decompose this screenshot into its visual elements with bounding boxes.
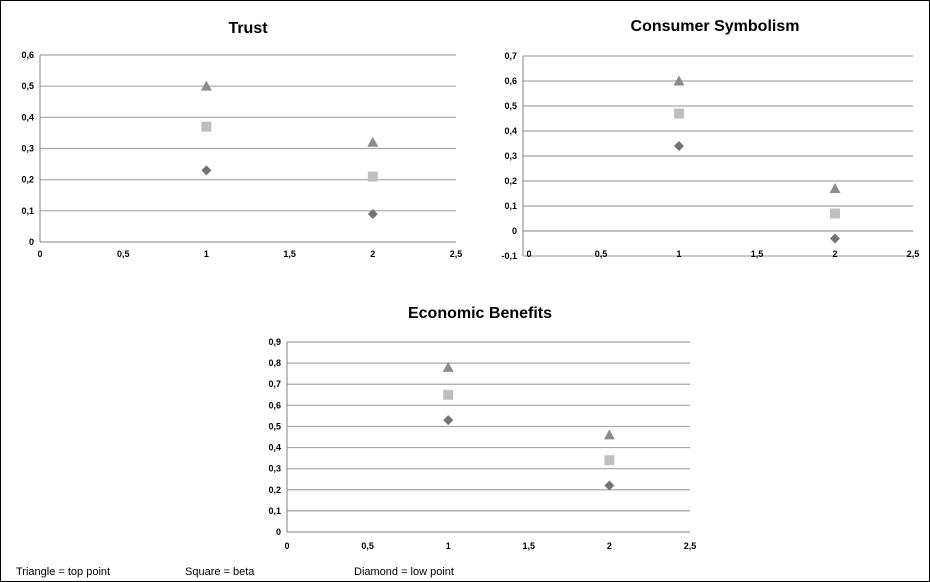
triangle-marker bbox=[673, 75, 685, 86]
y-tick-label: 0,3 bbox=[268, 464, 281, 474]
legend-square: Square = beta bbox=[185, 566, 255, 578]
y-tick-label: 0 bbox=[29, 237, 34, 247]
y-tick-label: 0,5 bbox=[268, 421, 281, 431]
x-tick-label: 0,5 bbox=[361, 541, 374, 551]
y-tick-label: 0,4 bbox=[268, 443, 281, 453]
chart-title: Trust bbox=[228, 20, 268, 37]
y-tick-label: 0,3 bbox=[21, 144, 34, 154]
chart-title: Economic Benefits bbox=[408, 305, 552, 322]
x-tick-label: 0 bbox=[37, 249, 42, 259]
y-tick-label: 0,5 bbox=[504, 101, 517, 111]
diamond-marker bbox=[201, 165, 212, 176]
y-tick-label: 0,7 bbox=[268, 379, 281, 389]
x-tick-label: 1 bbox=[204, 249, 209, 259]
y-tick-label: 0,9 bbox=[268, 337, 281, 347]
trust-chart: Trust 0 0,1 0,2 0,3 0,4 0,5 0,6 0 0,5 1 1,5 2 2,5 bbox=[21, 20, 463, 259]
x-tick-label: 0,5 bbox=[595, 249, 608, 259]
y-tick-label: 0,5 bbox=[21, 81, 34, 91]
x-tick-label: 1,5 bbox=[751, 249, 764, 259]
y-tick-label: 0,2 bbox=[268, 485, 281, 495]
x-tick-label: 0 bbox=[284, 541, 289, 551]
y-tick-label: 0,6 bbox=[504, 76, 517, 86]
diamond-marker bbox=[830, 233, 840, 244]
y-tick-label: 0,7 bbox=[504, 51, 517, 61]
triangle-marker bbox=[442, 361, 454, 372]
y-tick-label: 0 bbox=[276, 527, 281, 537]
square-marker bbox=[201, 121, 212, 132]
y-tick-label: 0,1 bbox=[504, 201, 517, 211]
square-marker bbox=[830, 208, 840, 219]
y-tick-label: 0,2 bbox=[21, 175, 34, 185]
economic-benefits-chart: Economic Benefits 0 0,1 0,2 0,3 0,4 0,5 0,6 0,7 0… bbox=[268, 305, 697, 551]
diamond-marker bbox=[367, 208, 378, 219]
x-tick-label: 1,5 bbox=[523, 541, 536, 551]
square-marker bbox=[367, 171, 378, 182]
square-marker bbox=[674, 108, 684, 119]
diamond-marker bbox=[674, 141, 684, 151]
x-tick-label: 2,5 bbox=[450, 249, 463, 259]
y-tick-label: 0,4 bbox=[21, 112, 34, 122]
x-tick-label: 0 bbox=[526, 249, 531, 259]
y-tick-label: 0,2 bbox=[504, 176, 517, 186]
y-tick-label: 0,6 bbox=[268, 400, 281, 410]
triangle-marker bbox=[829, 183, 841, 193]
consumer-symbolism-chart: Consumer Symbolism -0,1 0 0,1 0,2 0,3 0,4 0,5 0,… bbox=[501, 18, 920, 261]
diamond-marker bbox=[443, 415, 454, 426]
x-tick-label: 0,5 bbox=[117, 249, 130, 259]
x-tick-label: 1,5 bbox=[283, 249, 296, 259]
diamond-marker bbox=[604, 480, 615, 491]
x-tick-label: 2 bbox=[607, 541, 612, 551]
y-tick-label: -0,1 bbox=[501, 251, 517, 261]
y-tick-label: 0,6 bbox=[21, 50, 34, 60]
y-tick-label: 0,8 bbox=[268, 358, 281, 368]
triangle-marker bbox=[367, 136, 379, 147]
chart-title: Consumer Symbolism bbox=[631, 18, 800, 35]
y-tick-label: 0 bbox=[512, 226, 517, 236]
x-tick-label: 1 bbox=[446, 541, 451, 551]
square-marker bbox=[443, 389, 454, 400]
triangle-marker bbox=[200, 80, 212, 91]
triangle-marker bbox=[603, 429, 615, 440]
x-tick-label: 2 bbox=[832, 249, 837, 259]
y-tick-label: 0,1 bbox=[21, 206, 34, 216]
legend-triangle: Triangle = top point bbox=[16, 566, 111, 578]
legend-diamond: Diamond = low point bbox=[354, 566, 454, 578]
x-tick-label: 2 bbox=[370, 249, 375, 259]
x-tick-label: 2,5 bbox=[684, 541, 697, 551]
x-tick-label: 1 bbox=[676, 249, 681, 259]
y-tick-label: 0,1 bbox=[268, 506, 281, 516]
y-tick-label: 0,3 bbox=[504, 151, 517, 161]
y-tick-label: 0,4 bbox=[504, 126, 517, 136]
x-tick-label: 2,5 bbox=[907, 249, 920, 259]
square-marker bbox=[604, 455, 615, 466]
